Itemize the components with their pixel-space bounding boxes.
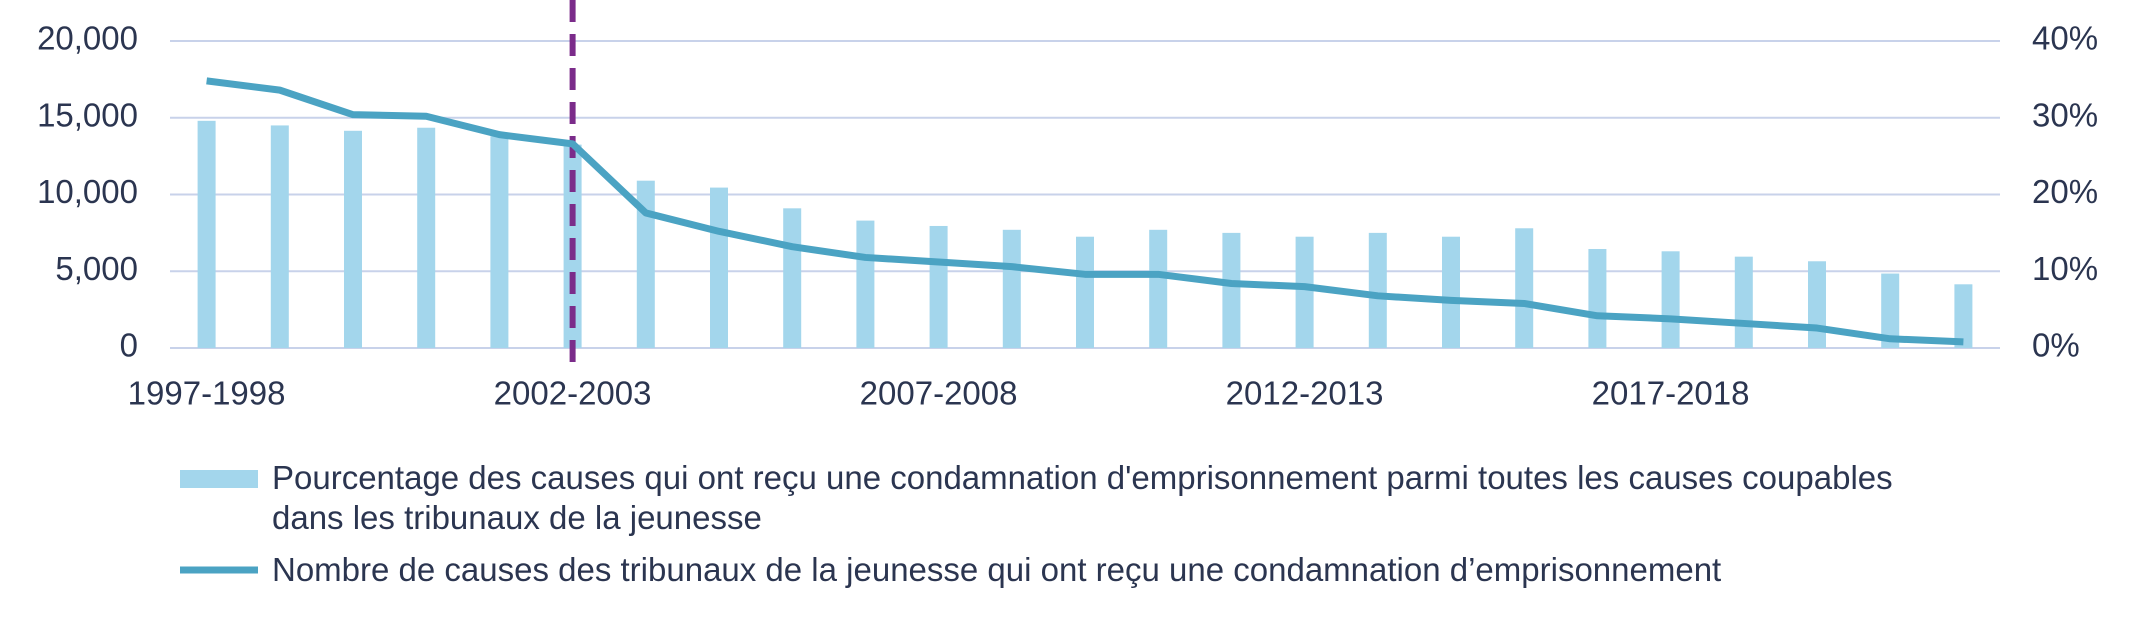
y2-tick-label: 10% <box>2032 250 2098 287</box>
bar <box>1442 236 1460 348</box>
legend: Pourcentage des causes qui ont reçu une … <box>180 458 1940 602</box>
x-tick-label: 1997-1998 <box>128 375 286 412</box>
y2-tick-label: 40% <box>2032 20 2098 57</box>
y2-tick-label: 20% <box>2032 173 2098 210</box>
bar <box>417 127 436 348</box>
legend-swatch <box>180 470 258 488</box>
bar <box>1661 251 1680 348</box>
bar <box>1515 228 1534 348</box>
y-tick-label: 15,000 <box>37 96 138 133</box>
bar <box>929 225 948 348</box>
bar <box>710 187 728 348</box>
bar <box>636 180 655 348</box>
bar <box>490 136 509 348</box>
x-tick-label: 2012-2013 <box>1226 375 1384 412</box>
bar <box>270 125 289 348</box>
legend-label: Pourcentage des causes qui ont reçu une … <box>272 459 1893 536</box>
bar <box>783 208 802 348</box>
bar <box>1222 232 1241 348</box>
bar <box>1295 236 1314 348</box>
line <box>206 77 1964 346</box>
legend-item: Pourcentage des causes qui ont reçu une … <box>180 458 1940 538</box>
y-tick-label: 0 <box>120 327 138 364</box>
legend-swatch <box>180 566 258 574</box>
bar <box>1149 229 1168 348</box>
bar <box>1808 261 1826 348</box>
y-tick-label: 5,000 <box>55 250 138 287</box>
swatch <box>180 470 258 488</box>
bar <box>1881 273 1900 348</box>
bar <box>1588 248 1607 348</box>
x-tick-label: 2002-2003 <box>494 375 652 412</box>
y2-tick-label: 30% <box>2032 96 2098 133</box>
x-tick-label: 2007-2008 <box>860 375 1018 412</box>
legend-item: Nombre de causes des tribunaux de la jeu… <box>180 550 1940 590</box>
x-tick-label: 2017-2018 <box>1592 375 1750 412</box>
y-tick-label: 20,000 <box>37 20 138 57</box>
y-tick-label: 10,000 <box>37 173 138 210</box>
bar <box>197 120 216 348</box>
bar <box>1002 229 1021 348</box>
bar <box>1076 236 1094 348</box>
bar <box>1734 256 1753 348</box>
bar <box>1954 284 1973 348</box>
legend-label: Nombre de causes des tribunaux de la jeu… <box>272 551 1722 588</box>
bar <box>1368 232 1387 348</box>
bar <box>344 130 362 348</box>
bar <box>856 220 875 348</box>
y2-tick-label: 0% <box>2032 327 2080 364</box>
